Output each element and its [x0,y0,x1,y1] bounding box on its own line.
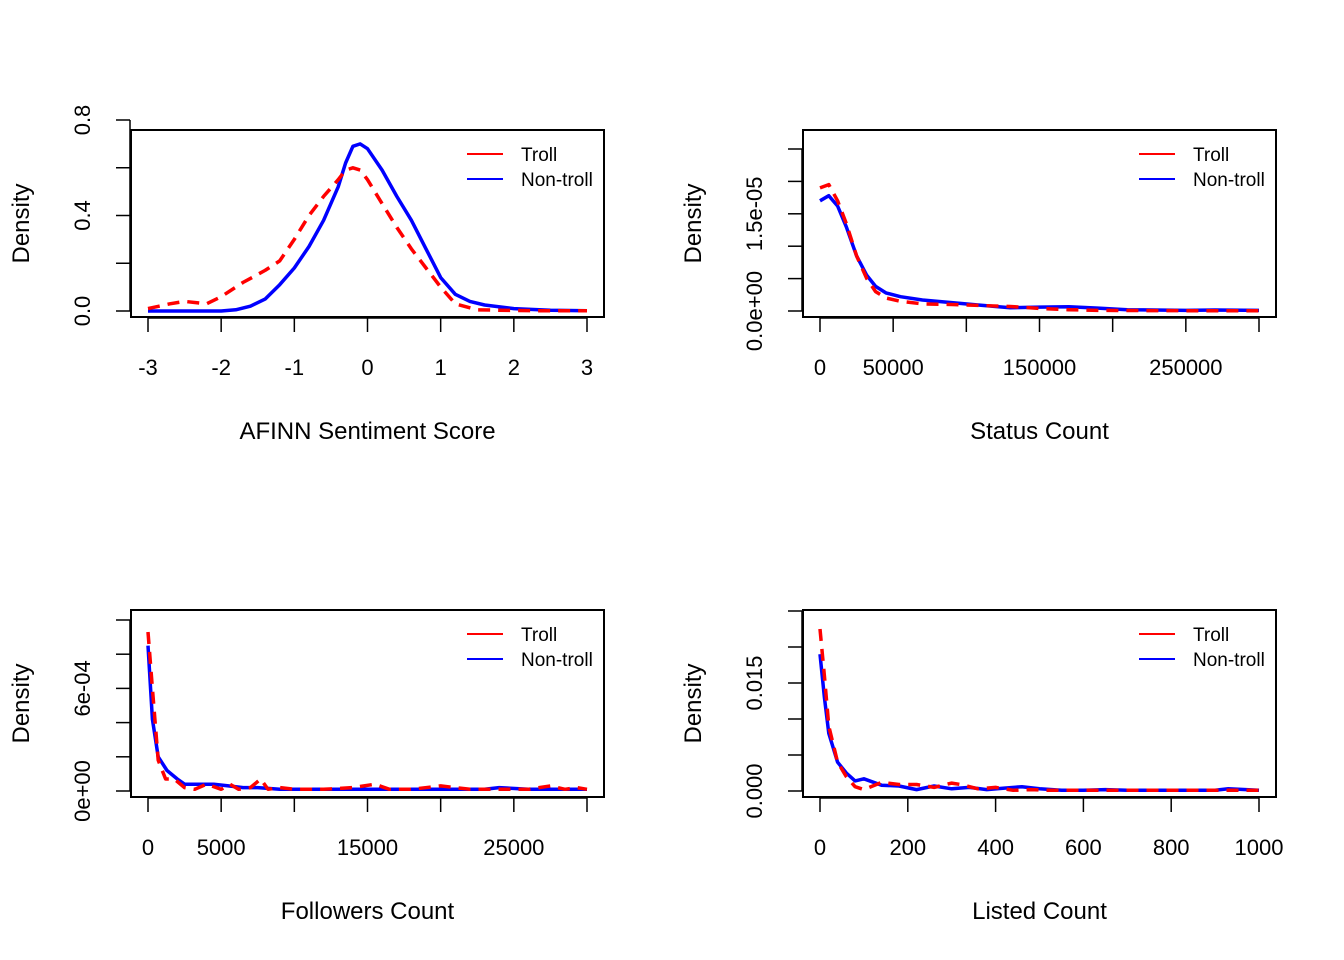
legend: Troll Non-troll [467,145,593,191]
x-axis-title: Status Count [970,418,1109,445]
x-tick-label: 1 [435,355,447,380]
legend-troll-label: Troll [521,145,557,166]
chart-panel-3: 0 5000 15000 25000 0e+00 6e-04 Followers Count… [8,609,605,925]
x-tick-label: 250000 [1149,355,1222,380]
y-tick-label: 0.015 [742,655,767,710]
x-tick-label: 0 [814,355,826,380]
legend-non-troll-label: Non-troll [1193,650,1265,671]
legend: Troll Non-troll [1139,145,1265,191]
x-tick-label: 1000 [1235,835,1284,860]
x-tick-label: 25000 [483,835,544,860]
x-tick-label: 5000 [197,835,246,860]
chart-panel-4: 0 200 400 600 800 1000 0.000 0.015 Listed Count D… [680,609,1284,925]
y-axis-title: Density [680,183,707,263]
x-tick-label: 800 [1153,835,1190,860]
x-tick-label: 400 [977,835,1014,860]
x-tick-label: -1 [285,355,305,380]
troll-density-line [147,166,587,313]
non-troll-density-line [148,142,588,313]
plot-frame [130,609,605,798]
x-axis-title: Listed Count [972,898,1107,925]
legend-non-troll-label: Non-troll [521,170,593,191]
y-tick-label: 0.0e+00 [742,271,767,351]
troll-density-line [819,182,1260,313]
y-axis-title: Density [8,663,35,743]
plot-frame [802,609,1277,798]
x-tick-label: 2 [508,355,520,380]
legend: Troll Non-troll [1139,625,1265,671]
chart-panel-2: 0 50000 150000 250000 0.0e+00 1.5e-05 Status C… [680,129,1277,445]
x-tick-label: 0 [814,835,826,860]
x-tick-label: -2 [211,355,231,380]
y-tick-label: 0.4 [70,200,95,231]
x-tick-label: 600 [1065,835,1102,860]
non-troll-density-line [818,654,1260,793]
legend-troll-label: Troll [1193,625,1229,646]
plot-frame [802,129,1277,318]
x-tick-label: 0 [142,835,154,860]
x-tick-label: 0 [361,355,373,380]
x-axis-title: AFINN Sentiment Score [239,418,495,445]
y-axis-title: Density [8,183,35,263]
legend-non-troll-label: Non-troll [1193,170,1265,191]
y-axis-title: Density [680,663,707,743]
plot-frame [130,129,605,318]
y-tick-label: 0e+00 [70,760,95,822]
x-tick-label: -3 [138,355,158,380]
legend-troll-label: Troll [521,625,557,646]
troll-density-line [146,631,588,792]
y-tick-label: 0.000 [742,763,767,818]
non-troll-density-line [819,193,1260,313]
legend-troll-label: Troll [1193,145,1229,166]
x-tick-label: 50000 [863,355,924,380]
y-tick-label: 0.0 [70,296,95,327]
legend: Troll Non-troll [467,625,593,671]
troll-density-line [818,628,1259,793]
y-tick-label: 0.8 [70,105,95,136]
x-tick-label: 15000 [337,835,398,860]
y-tick-label: 1.5e-05 [742,176,767,251]
y-tick-label: 6e-04 [70,660,95,716]
x-axis-title: Followers Count [281,898,455,925]
chart-panel-1: -3 -2 -1 0 1 2 3 0.0 0.4 0.8 AFINN Sentiment Score… [8,105,605,445]
x-tick-label: 3 [581,355,593,380]
legend-non-troll-label: Non-troll [521,650,593,671]
x-tick-label: 150000 [1003,355,1076,380]
x-tick-label: 200 [889,835,926,860]
